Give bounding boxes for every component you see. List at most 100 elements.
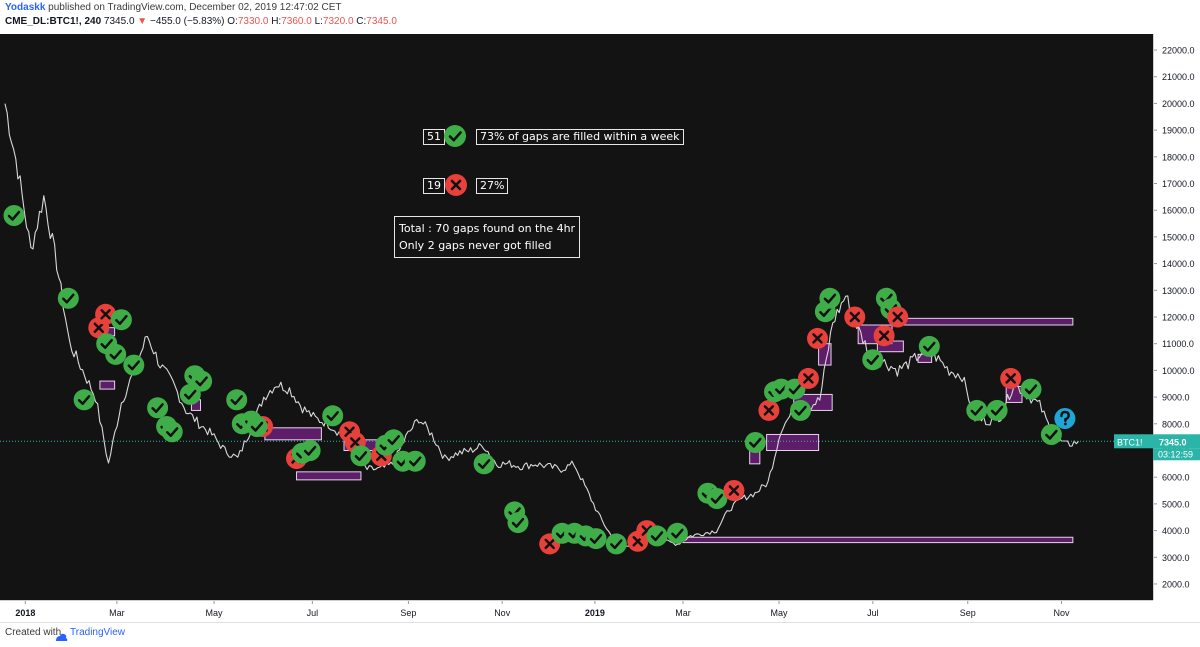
- chart-plot-area[interactable]: BTC1! 51 73% of gaps are filled within a…: [0, 34, 1153, 600]
- check-mark: [923, 341, 936, 352]
- x-tick-label: Mar: [109, 608, 125, 618]
- y-tick-label: 13000.0: [1162, 286, 1195, 296]
- check-mark: [151, 403, 164, 414]
- gap-filled-marker: [226, 389, 248, 411]
- check-circle-icon: [966, 399, 988, 421]
- check-mark: [408, 456, 422, 467]
- gap-zone: [891, 317, 1074, 326]
- price-axis[interactable]: 2000.03000.04000.05000.06000.07000.08000…: [1153, 34, 1200, 600]
- check-mark: [970, 405, 984, 416]
- y-tick-label: 9000.0: [1162, 393, 1190, 403]
- check-mark: [7, 210, 21, 221]
- gap-filled-marker: [246, 416, 268, 437]
- check-circle-icon: [404, 450, 426, 472]
- gap-filled-marker: [666, 522, 688, 544]
- summary-box: Total : 70 gaps found on the 4hr Only 2 …: [394, 216, 581, 258]
- gap-filled-marker: [383, 429, 405, 451]
- check-mark: [326, 411, 339, 422]
- gap-unfilled-marker: [844, 306, 866, 328]
- y-tick-label: 20000.0: [1162, 99, 1195, 109]
- check-mark: [387, 435, 400, 446]
- gap-zone: [682, 536, 1074, 544]
- symbol-tag-bg: [1114, 434, 1153, 449]
- check-mark: [589, 533, 603, 544]
- check-circle-icon: [179, 383, 201, 405]
- filled-percent-box: 73% of gaps are filled within a week: [476, 129, 684, 145]
- y-tick-label: 8000.0: [1162, 419, 1190, 429]
- gap-filled-marker: [605, 533, 627, 555]
- check-mark: [165, 427, 179, 438]
- check-circle-icon: [299, 440, 321, 461]
- gap-filled-marker: [473, 453, 495, 475]
- check-mark: [100, 338, 113, 349]
- total-gaps-text: Total : 70 gaps found on the 4hr: [399, 222, 576, 235]
- x-tick-label: Jul: [867, 608, 879, 618]
- symbol-name[interactable]: CME_DL:BTC1!, 240: [5, 16, 102, 27]
- low-label: L:: [314, 16, 323, 27]
- y-tick-label: 19000.0: [1162, 126, 1195, 136]
- cross-mark: [350, 437, 361, 448]
- y-tick-label: 21000.0: [1162, 72, 1195, 82]
- check-circle-icon: [226, 389, 248, 411]
- x-tick-label: May: [206, 608, 224, 618]
- x-tick-label: 2018: [15, 608, 35, 618]
- cross-mark: [1005, 373, 1016, 384]
- publish-line: Yodaskk published on TradingView.com, De…: [5, 2, 342, 13]
- check-circle-icon: [819, 287, 841, 309]
- x-tick-label: Jul: [307, 608, 319, 618]
- check-mark: [671, 528, 684, 539]
- tradingview-logo-icon: [55, 629, 68, 641]
- gap-filled-marker: [147, 397, 169, 419]
- x-tick-label: Sep: [960, 608, 976, 618]
- check-mark: [477, 459, 491, 470]
- gap-filled-marker: [744, 432, 766, 453]
- check-mark: [794, 405, 807, 416]
- time-axis[interactable]: 2018 Mar May Jul Sep Nov 2019 Mar May Jul Sep Nov: [0, 600, 1200, 622]
- y-tick-label: 16000.0: [1162, 206, 1195, 216]
- cross-mark: [849, 311, 861, 323]
- cross-mark: [812, 333, 823, 344]
- gap-unfilled-marker: [887, 306, 909, 328]
- price-series-line: [4, 103, 1079, 548]
- y-tick-label: 5000.0: [1162, 499, 1190, 509]
- y-tick-label: 6000.0: [1162, 473, 1190, 483]
- down-arrow-icon: ▼: [137, 16, 148, 27]
- author-name[interactable]: Yodaskk: [5, 2, 46, 13]
- check-mark: [610, 539, 623, 550]
- price-tag: BTC1!: [1114, 434, 1153, 449]
- gap-filled-marker: [350, 445, 372, 467]
- x-tick-label: Nov: [1054, 608, 1071, 618]
- gap-filled-marker: [1040, 424, 1062, 445]
- cross-mark: [803, 373, 814, 384]
- never-filled-text: Only 2 gaps never got filled: [399, 239, 552, 252]
- check-circle-icon: [605, 533, 627, 555]
- check-circle-icon: [73, 389, 95, 411]
- check-circle-icon: [744, 432, 766, 453]
- question-mark: [1060, 410, 1070, 423]
- check-mark: [303, 445, 317, 456]
- gap-filled-marker: [161, 421, 183, 443]
- tradingview-brand[interactable]: TradingView: [70, 627, 126, 638]
- check-circle-icon: [110, 309, 132, 331]
- x-tick-label: May: [771, 608, 789, 618]
- x-tick-label: Mar: [675, 608, 691, 618]
- gap-open-marker: [1054, 408, 1076, 429]
- check-circle-icon: [862, 349, 884, 371]
- last-price: 7345.0: [103, 16, 135, 27]
- high-label: H:: [271, 16, 282, 27]
- check-circle-icon: [246, 416, 268, 437]
- x-tick-label: Sep: [400, 608, 416, 618]
- x-tick-label: 2019: [585, 608, 605, 618]
- cross-mark: [100, 309, 111, 320]
- check-mark: [195, 376, 208, 387]
- gap-unfilled-marker: [95, 303, 117, 325]
- countdown-tag-bg: [1153, 448, 1200, 461]
- y-tick-label: 18000.0: [1162, 152, 1195, 162]
- unfilled-count-box: 19: [423, 178, 445, 194]
- close-value: 7345.0: [366, 16, 397, 27]
- current-price-tag-value: 7345.0: [1159, 437, 1187, 447]
- check-circle-icon: [473, 453, 495, 475]
- y-tick-label: 15000.0: [1162, 232, 1195, 242]
- cross-mark: [544, 538, 555, 550]
- gap-unfilled-marker: [807, 327, 828, 349]
